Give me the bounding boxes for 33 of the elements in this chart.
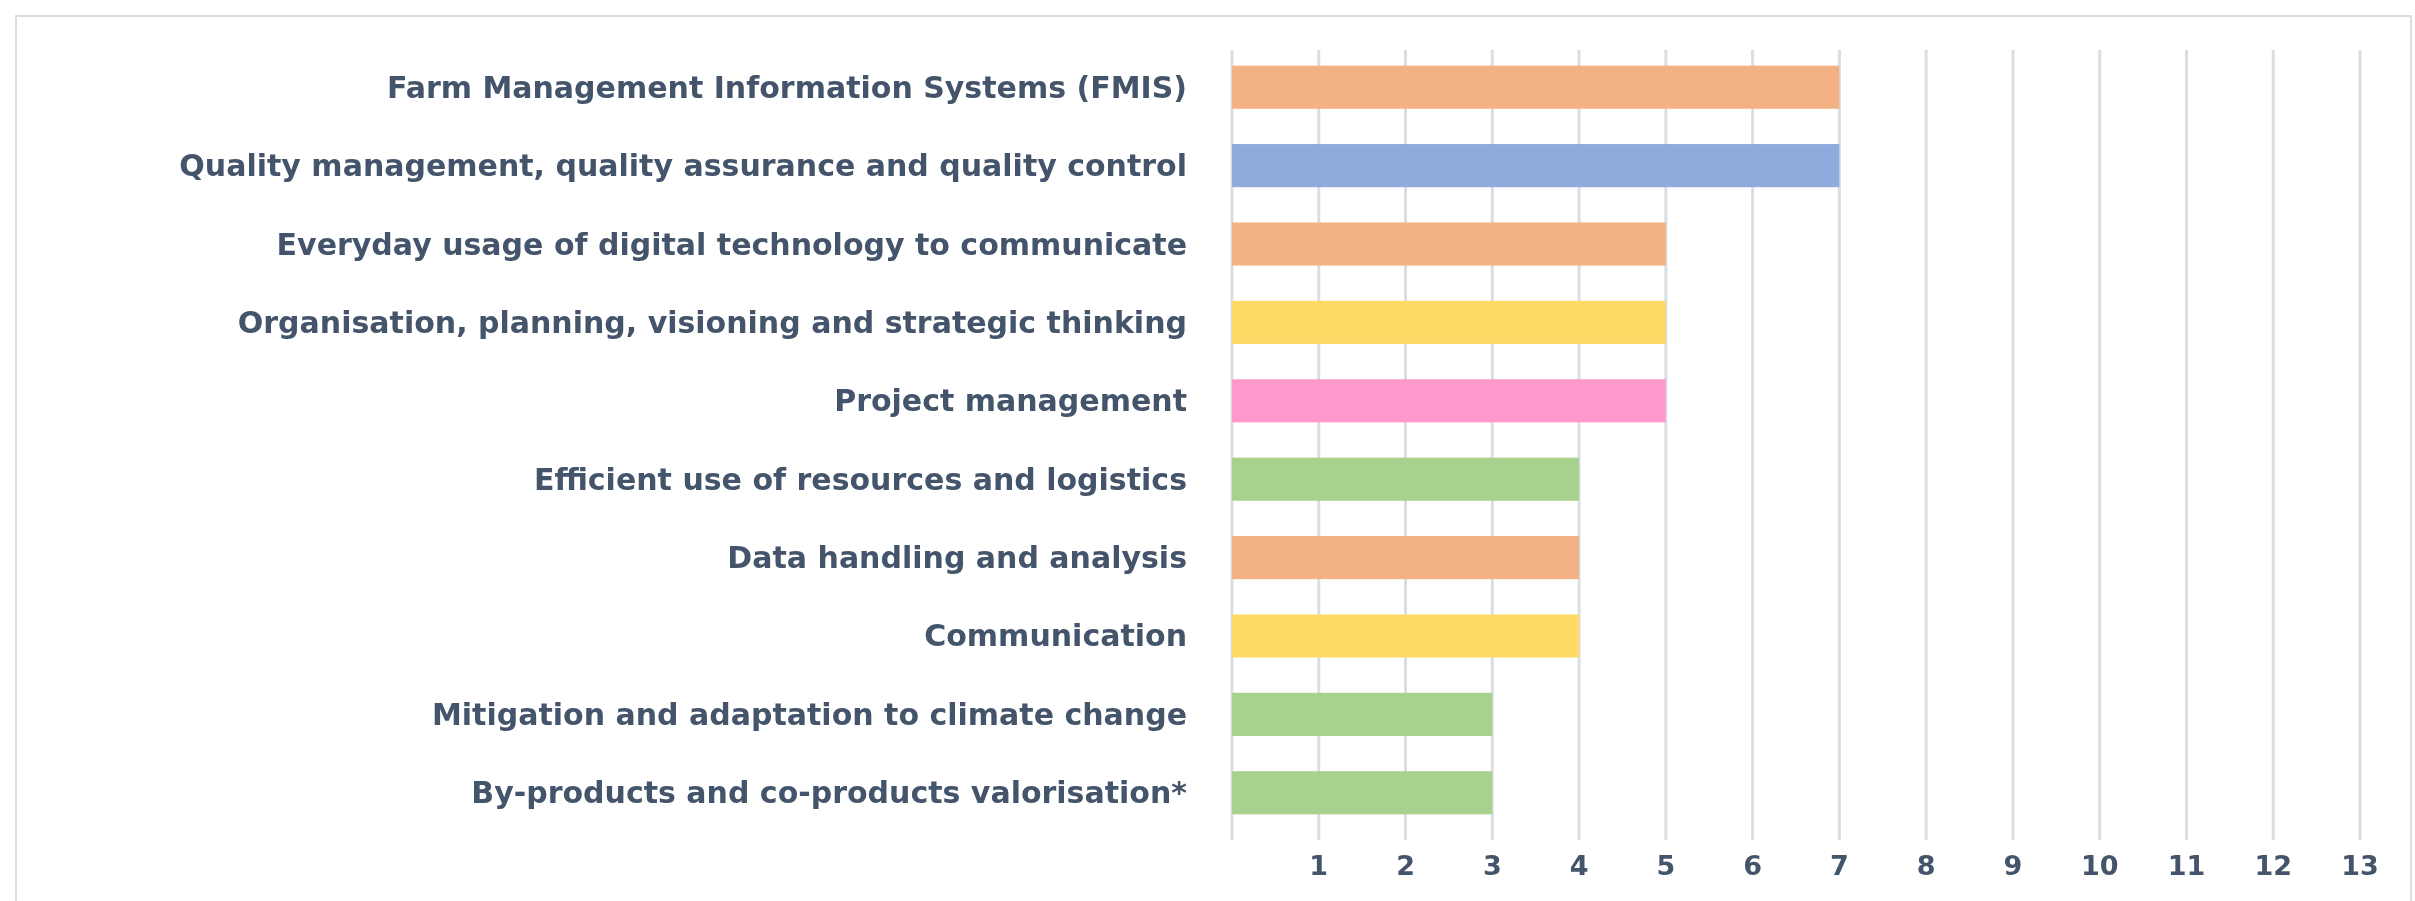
bar bbox=[1232, 300, 1666, 344]
x-tick-label: 11 bbox=[2167, 850, 2206, 881]
x-tick-label: 7 bbox=[1829, 850, 1849, 881]
x-tick-label: 10 bbox=[2080, 850, 2119, 881]
y-tick-label: Efficient use of resources and logistics bbox=[533, 461, 1187, 497]
y-tick-label: By-products and co-products valorisation* bbox=[471, 775, 1188, 811]
y-tick-label: Farm Management Information Systems (FMIS) bbox=[386, 69, 1187, 105]
bar bbox=[1232, 65, 1840, 109]
x-tick-label: 12 bbox=[2254, 850, 2293, 881]
y-tick-label: Project management bbox=[834, 383, 1187, 419]
bar bbox=[1232, 614, 1580, 658]
bar bbox=[1232, 692, 1493, 736]
bar bbox=[1232, 536, 1580, 580]
y-tick-label: Quality management, quality assurance and quality control bbox=[179, 148, 1187, 184]
x-tick-label: 6 bbox=[1743, 850, 1763, 881]
bar bbox=[1232, 379, 1666, 423]
y-tick-label: Communication bbox=[924, 618, 1187, 654]
bar bbox=[1232, 771, 1493, 815]
y-tick-label: Organisation, planning, visioning and strategic thinking bbox=[237, 304, 1187, 340]
y-tick-label: Mitigation and adaptation to climate change bbox=[431, 696, 1187, 732]
bar bbox=[1232, 457, 1580, 501]
x-tick-label: 8 bbox=[1916, 850, 1936, 881]
x-tick-label: 3 bbox=[1482, 850, 1502, 881]
x-tick-label: 13 bbox=[2341, 850, 2379, 881]
x-tick-label: 1 bbox=[1309, 850, 1329, 881]
bar bbox=[1232, 144, 1840, 188]
y-tick-label: Everyday usage of digital technology to communicate bbox=[276, 226, 1187, 262]
x-tick-label: 4 bbox=[1569, 850, 1589, 881]
x-tick-label: 9 bbox=[2003, 850, 2023, 881]
y-tick-label: Data handling and analysis bbox=[727, 540, 1187, 576]
x-tick-label: 2 bbox=[1396, 850, 1415, 881]
x-tick-label: 5 bbox=[1656, 850, 1676, 881]
bar bbox=[1232, 222, 1666, 266]
